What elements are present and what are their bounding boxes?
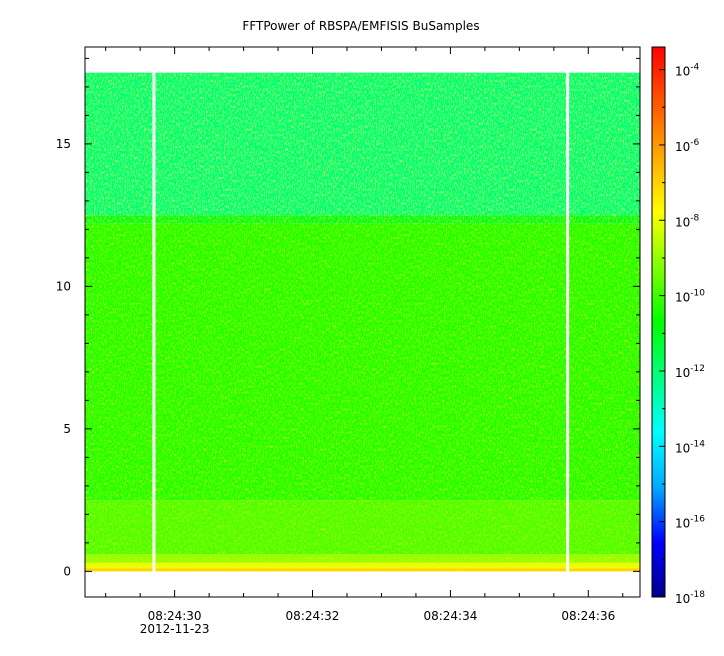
power-band-3 <box>85 500 640 555</box>
colorbar-gradient <box>651 46 666 598</box>
colorbar: 10-4 10-6 10-8 10-10 10-12 10-14 10-16 10-18 <box>651 46 705 606</box>
colorbar-tick-label: 10-8 <box>675 213 700 229</box>
power-band-0 <box>85 568 640 572</box>
power-band-1 <box>85 562 640 569</box>
x-date-label: 2012-11-23 <box>140 622 210 636</box>
colorbar-tick-label: 10-10 <box>675 289 705 305</box>
spectrogram-bands <box>85 72 640 572</box>
plot-frame <box>84 46 641 598</box>
colorbar-tick-label: 10-18 <box>675 590 705 606</box>
title-group: FFTPower of RBSPA/EMFISIS BuSamples <box>242 19 479 33</box>
colorbar-tick-label: 10-6 <box>675 138 700 154</box>
y-tick-label: 10 <box>56 279 71 293</box>
x-tick-label: 08:24:30 <box>148 609 202 623</box>
colorbar-tick-label: 10-12 <box>675 364 705 380</box>
x-tick-label: 08:24:36 <box>561 609 615 623</box>
data-gap-0 <box>152 72 156 572</box>
power-band-6 <box>85 72 640 216</box>
colorbar-tick-label: 10-4 <box>675 63 700 79</box>
y-tick-label: 15 <box>56 137 71 151</box>
axes <box>84 46 641 598</box>
x-axis: 08:24:30 08:24:32 08:24:34 08:24:36 2012-11-… <box>105 47 624 636</box>
y-tick-label: 5 <box>63 422 71 436</box>
colorbar-tick-label: 10-14 <box>675 439 705 455</box>
x-tick-label: 08:24:34 <box>423 609 477 623</box>
colorbar-tick-label: 10-16 <box>675 515 705 531</box>
y-axis: 0 5 10 15 <box>56 57 640 578</box>
power-band-4 <box>85 223 640 501</box>
power-band-2 <box>85 554 640 563</box>
plot-area <box>85 72 640 572</box>
power-band-5 <box>85 215 640 224</box>
chart-title: FFTPower of RBSPA/EMFISIS BuSamples <box>242 19 479 33</box>
y-tick-label: 0 <box>63 564 71 578</box>
x-tick-label: 08:24:32 <box>286 609 340 623</box>
data-gap-1 <box>566 72 570 572</box>
